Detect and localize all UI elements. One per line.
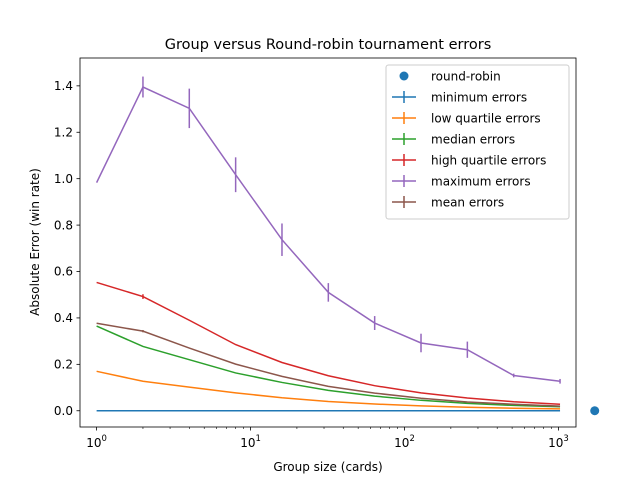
series-high-quartile-errors [96, 281, 561, 406]
y-tick-label: 1.4 [54, 79, 73, 93]
y-tick-label: 0.2 [54, 358, 73, 372]
series-layer [95, 76, 600, 416]
legend-item: round-robin [399, 69, 501, 83]
legend-item: median errors [392, 132, 515, 146]
x-tick-label: 102 [394, 434, 415, 450]
series-line [96, 370, 561, 410]
legend-item: high quartile errors [392, 153, 546, 167]
y-tick-label: 0.0 [54, 404, 73, 418]
series-low-quartile-errors [96, 370, 561, 410]
legend-label: maximum errors [431, 174, 531, 188]
y-tick-label: 0.8 [54, 218, 73, 232]
y-tick-label: 1.0 [54, 172, 73, 186]
axes-frame [79, 57, 577, 428]
x-tick-label: 103 [548, 434, 569, 450]
y-tick-label: 0.4 [54, 311, 73, 325]
legend-label: minimum errors [431, 90, 527, 104]
chart-title: Group versus Round-robin tournament erro… [165, 37, 492, 53]
legend-label: median errors [431, 132, 515, 146]
y-axis: 0.0 0.2 0.4 0.6 0.8 1.0 1.2 1.4 [54, 79, 80, 418]
legend-item: mean errors [392, 195, 504, 209]
series-line [96, 325, 561, 408]
x-tick-label: 101 [240, 434, 261, 450]
legend: round-robin minimum errors low quartile er… [385, 64, 570, 220]
series-maximum-errors [95, 76, 561, 384]
legend-label: low quartile errors [431, 111, 541, 125]
legend-label: round-robin [431, 69, 501, 83]
y-tick-label: 1.2 [54, 125, 73, 139]
scatter-point-round-robin [590, 406, 600, 416]
series-line [96, 322, 561, 407]
y-axis-label: Absolute Error (win rate) [28, 168, 42, 316]
x-tick-label: 100 [86, 434, 107, 450]
series-line [96, 281, 561, 406]
legend-box [385, 64, 570, 220]
legend-item: minimum errors [392, 90, 527, 104]
legend-marker [399, 71, 409, 81]
legend-label: high quartile errors [431, 153, 546, 167]
x-axis-label: Group size (cards) [273, 460, 382, 474]
legend-item: low quartile errors [392, 111, 541, 125]
series-median-errors [96, 325, 561, 408]
legend-item: maximum errors [392, 174, 531, 188]
x-axis: 100 101 102 103 [86, 427, 569, 450]
plot-area [79, 57, 600, 428]
series-mean-errors [96, 322, 561, 407]
legend-label: mean errors [431, 195, 504, 209]
y-tick-label: 0.6 [54, 265, 73, 279]
